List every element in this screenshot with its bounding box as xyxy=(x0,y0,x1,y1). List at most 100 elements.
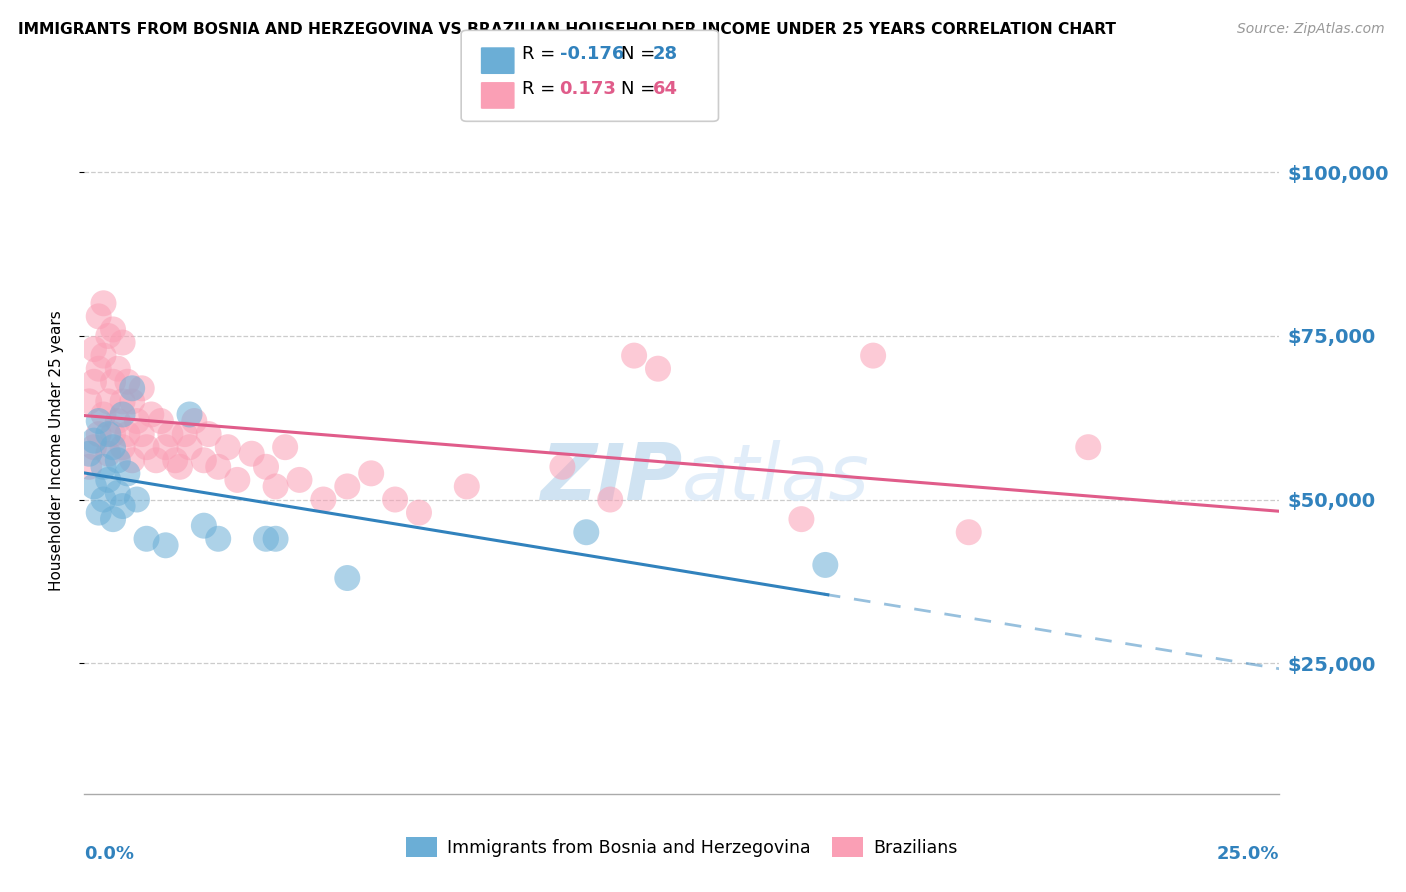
Text: 0.0%: 0.0% xyxy=(84,846,135,863)
Y-axis label: Householder Income Under 25 years: Householder Income Under 25 years xyxy=(49,310,63,591)
Text: R =: R = xyxy=(522,80,555,98)
Point xyxy=(97,394,120,409)
Point xyxy=(83,434,105,448)
Point xyxy=(145,453,167,467)
Point xyxy=(456,479,478,493)
Point xyxy=(101,512,124,526)
Text: ZIP: ZIP xyxy=(540,440,682,516)
Point xyxy=(87,361,110,376)
Text: 64: 64 xyxy=(652,80,678,98)
Point xyxy=(101,375,124,389)
Point xyxy=(77,394,100,409)
Point xyxy=(264,532,287,546)
Point xyxy=(264,479,287,493)
Point xyxy=(169,459,191,474)
Point xyxy=(599,492,621,507)
Point xyxy=(77,459,100,474)
Point xyxy=(159,427,181,442)
Point xyxy=(551,459,574,474)
Point xyxy=(97,473,120,487)
Point xyxy=(155,440,177,454)
Point xyxy=(155,538,177,552)
Text: N =: N = xyxy=(621,45,655,62)
Point xyxy=(814,558,837,572)
Point xyxy=(125,492,148,507)
Point xyxy=(101,440,124,454)
Text: 28: 28 xyxy=(652,45,678,62)
Point xyxy=(254,459,277,474)
Point xyxy=(183,414,205,428)
Point xyxy=(193,518,215,533)
Point xyxy=(862,349,884,363)
Point xyxy=(121,453,143,467)
Point xyxy=(87,414,110,428)
Point xyxy=(336,571,359,585)
Point xyxy=(288,473,311,487)
Text: R =: R = xyxy=(522,45,555,62)
Point xyxy=(101,427,124,442)
Point xyxy=(135,532,157,546)
Point xyxy=(173,427,195,442)
Point xyxy=(336,479,359,493)
Point xyxy=(107,414,129,428)
Point xyxy=(179,440,201,454)
Point xyxy=(93,349,115,363)
Point xyxy=(179,408,201,422)
Point xyxy=(197,427,219,442)
Point xyxy=(87,310,110,324)
Text: 0.173: 0.173 xyxy=(560,80,616,98)
Point xyxy=(83,342,105,356)
Point xyxy=(254,532,277,546)
Point xyxy=(131,381,153,395)
Point xyxy=(111,499,134,513)
Point xyxy=(408,506,430,520)
Point xyxy=(93,408,115,422)
Point xyxy=(97,427,120,442)
Point xyxy=(101,322,124,336)
Text: 25.0%: 25.0% xyxy=(1218,846,1279,863)
Point xyxy=(93,459,115,474)
Point xyxy=(957,525,980,540)
Point xyxy=(790,512,813,526)
Point xyxy=(117,427,139,442)
Point xyxy=(131,427,153,442)
Point xyxy=(121,381,143,395)
Point xyxy=(240,447,263,461)
Point xyxy=(384,492,406,507)
Point xyxy=(83,375,105,389)
Point xyxy=(107,486,129,500)
Point xyxy=(77,447,100,461)
Point xyxy=(111,394,134,409)
Point xyxy=(165,453,187,467)
Point xyxy=(111,335,134,350)
Point xyxy=(217,440,239,454)
Point xyxy=(107,361,129,376)
Point xyxy=(226,473,249,487)
Point xyxy=(87,427,110,442)
Point xyxy=(135,440,157,454)
Text: -0.176: -0.176 xyxy=(560,45,624,62)
Text: IMMIGRANTS FROM BOSNIA AND HERZEGOVINA VS BRAZILIAN HOUSEHOLDER INCOME UNDER 25 : IMMIGRANTS FROM BOSNIA AND HERZEGOVINA V… xyxy=(18,22,1116,37)
Point xyxy=(87,506,110,520)
Point xyxy=(107,453,129,467)
Point xyxy=(111,440,134,454)
Point xyxy=(274,440,297,454)
Point xyxy=(83,440,105,454)
Point xyxy=(121,394,143,409)
Text: atlas: atlas xyxy=(682,440,870,516)
Point xyxy=(93,296,115,310)
Point xyxy=(141,408,163,422)
Point xyxy=(312,492,335,507)
Point xyxy=(360,467,382,481)
Point xyxy=(193,453,215,467)
Point xyxy=(623,349,645,363)
Point xyxy=(125,414,148,428)
Point xyxy=(111,408,134,422)
Point xyxy=(83,479,105,493)
Text: Source: ZipAtlas.com: Source: ZipAtlas.com xyxy=(1237,22,1385,37)
Point xyxy=(117,467,139,481)
Point xyxy=(647,361,669,376)
Point xyxy=(93,492,115,507)
Point xyxy=(117,375,139,389)
Legend: Immigrants from Bosnia and Herzegovina, Brazilians: Immigrants from Bosnia and Herzegovina, … xyxy=(399,830,965,864)
